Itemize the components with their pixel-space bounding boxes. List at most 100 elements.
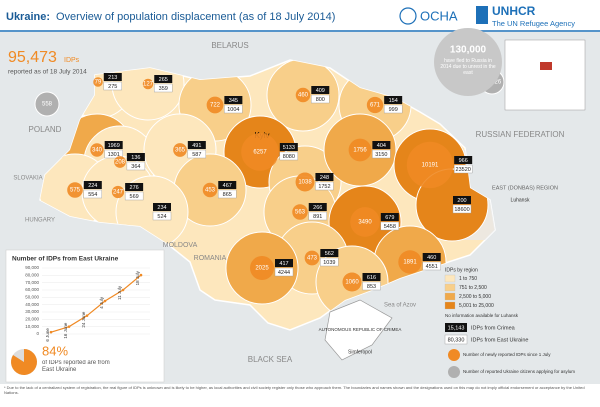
east-box bbox=[383, 104, 403, 114]
new-idps-label: 473 bbox=[307, 256, 318, 262]
new-idps-circle bbox=[342, 272, 362, 292]
legend-new-circle bbox=[448, 349, 460, 361]
place-label: EAST (DONBAS) REGION bbox=[492, 185, 558, 191]
place-label: HUNGARY bbox=[25, 218, 55, 224]
share-note: of IDPs reported are from East Ukraine bbox=[42, 360, 110, 373]
east-label: 18600 bbox=[454, 207, 469, 213]
east-label: 999 bbox=[389, 107, 398, 113]
place-label: MOLDOVA bbox=[163, 242, 198, 249]
crimea-label: 491 bbox=[192, 143, 201, 149]
new-idps-circle bbox=[350, 207, 380, 237]
crimea-box bbox=[218, 181, 237, 189]
crimea-label: 1969 bbox=[108, 143, 120, 149]
crimea-label: 154 bbox=[389, 98, 398, 104]
russia-note: have fled to Russia in 2014 due to unres… bbox=[440, 58, 496, 76]
new-idps-circle bbox=[241, 133, 279, 171]
crimea-box bbox=[154, 75, 173, 83]
crimea-label: 276 bbox=[130, 185, 139, 191]
crimea-label: 460 bbox=[427, 255, 436, 261]
crimea-label: 213 bbox=[108, 75, 117, 81]
east-label: 1301 bbox=[108, 152, 120, 158]
east-box bbox=[311, 94, 330, 104]
crimea-box bbox=[453, 196, 471, 204]
new-idps-label: 453 bbox=[205, 188, 216, 194]
new-idps-label: 563 bbox=[295, 210, 306, 216]
legend-asylum-label: Number of reported Ukraine citizens appl… bbox=[463, 369, 575, 374]
legend-east-total: 80,330 bbox=[448, 337, 465, 343]
total-note: reported as of 18 July 2014 bbox=[8, 69, 87, 76]
east-label: 3150 bbox=[375, 152, 387, 158]
new-idps-label: 247 bbox=[113, 190, 124, 196]
east-label: 4551 bbox=[426, 264, 438, 270]
crimea-label: 136 bbox=[131, 155, 140, 161]
crimea-label: 616 bbox=[367, 275, 376, 281]
y-tick-label: 50,000 bbox=[25, 295, 39, 300]
place-label: POLAND bbox=[29, 125, 62, 134]
new-idps-circle bbox=[93, 77, 103, 87]
east-box bbox=[154, 83, 173, 93]
y-tick-label: 60,000 bbox=[25, 287, 39, 292]
east-label: 587 bbox=[192, 152, 201, 158]
new-idps-circle bbox=[292, 204, 308, 220]
x-label: 4 July bbox=[99, 296, 104, 309]
new-idps-label: 1756 bbox=[353, 148, 367, 154]
unhcr-logo: UNHCR bbox=[492, 4, 536, 18]
east-label: 554 bbox=[88, 192, 97, 198]
crimea-label: 417 bbox=[279, 261, 288, 267]
legend-label: 1 to 750 bbox=[459, 276, 477, 282]
place-label: Sea of Azov bbox=[384, 303, 416, 309]
crimea-label: 409 bbox=[316, 88, 325, 94]
legend-new-label: Number of newly reported IDPs since 1 Ju… bbox=[463, 352, 551, 357]
east-label: 1004 bbox=[227, 107, 239, 113]
east-label: 865 bbox=[223, 192, 232, 198]
place-label: SLOVAKIA bbox=[13, 176, 42, 182]
new-idps-circle bbox=[348, 138, 372, 162]
crimea-label: 467 bbox=[223, 183, 232, 189]
new-idps-label: 671 bbox=[370, 103, 381, 109]
crimea-label: 266 bbox=[313, 205, 322, 211]
new-idps-label: 460 bbox=[298, 93, 309, 99]
east-box bbox=[126, 161, 146, 171]
x-label: 18 July bbox=[135, 270, 140, 285]
new-idps-label: 1891 bbox=[403, 260, 417, 266]
crimea-label: 679 bbox=[385, 215, 394, 221]
east-box bbox=[152, 211, 172, 221]
pie-slice bbox=[10, 349, 37, 375]
chart-title: Number of IDPs from East Ukraine bbox=[12, 256, 119, 263]
legend-east-label: IDPs from East Ukraine bbox=[471, 337, 528, 343]
crimea-box bbox=[320, 249, 339, 257]
header-band bbox=[0, 0, 600, 31]
point bbox=[67, 325, 71, 328]
new-idps-circle bbox=[304, 250, 320, 266]
east-box bbox=[362, 281, 381, 291]
crimea-box bbox=[153, 203, 171, 211]
crimea-box bbox=[275, 259, 293, 267]
russia-value: 130,000 bbox=[450, 45, 487, 56]
east-label: 4244 bbox=[278, 270, 290, 276]
share-label: 84% bbox=[42, 343, 68, 358]
crimea-box bbox=[362, 273, 381, 281]
east-label: 23520 bbox=[456, 167, 471, 173]
east-box bbox=[187, 149, 207, 159]
new-idps-label: 1060 bbox=[345, 280, 359, 286]
new-idps-label: 208 bbox=[115, 160, 126, 166]
crimea-box bbox=[103, 73, 122, 81]
new-idps-circle bbox=[67, 182, 83, 198]
new-idps-label: 127 bbox=[143, 82, 154, 88]
crimea-label: 224 bbox=[88, 183, 97, 189]
east-label: 524 bbox=[157, 214, 166, 220]
un-emblem bbox=[399, 7, 417, 25]
new-idps-circle bbox=[90, 143, 104, 157]
crimea-box bbox=[104, 141, 123, 149]
legend-asylum-circle bbox=[448, 366, 460, 378]
footnote: * Due to the lack of a centralized syste… bbox=[4, 385, 585, 395]
legend-swatch bbox=[444, 274, 456, 283]
east-box bbox=[380, 221, 400, 231]
legend-label: 2,500 to 5,000 bbox=[459, 294, 491, 300]
line bbox=[50, 274, 142, 333]
new-idps-circle bbox=[206, 96, 224, 114]
new-idps-circle bbox=[202, 182, 218, 198]
crimea-box bbox=[372, 141, 391, 149]
east-label: 364 bbox=[131, 164, 140, 170]
